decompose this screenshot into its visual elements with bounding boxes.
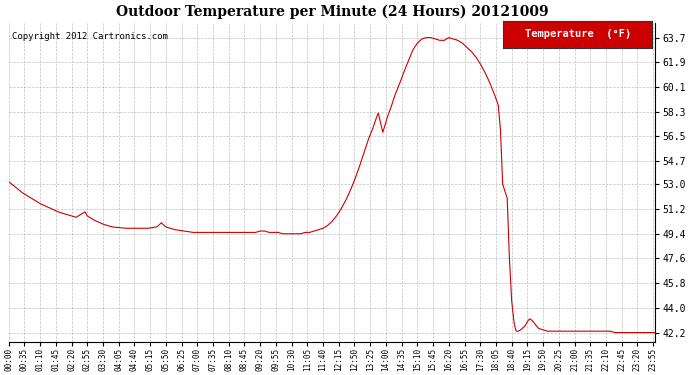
Text: Copyright 2012 Cartronics.com: Copyright 2012 Cartronics.com (12, 32, 168, 41)
Title: Outdoor Temperature per Minute (24 Hours) 20121009: Outdoor Temperature per Minute (24 Hours… (116, 4, 549, 18)
